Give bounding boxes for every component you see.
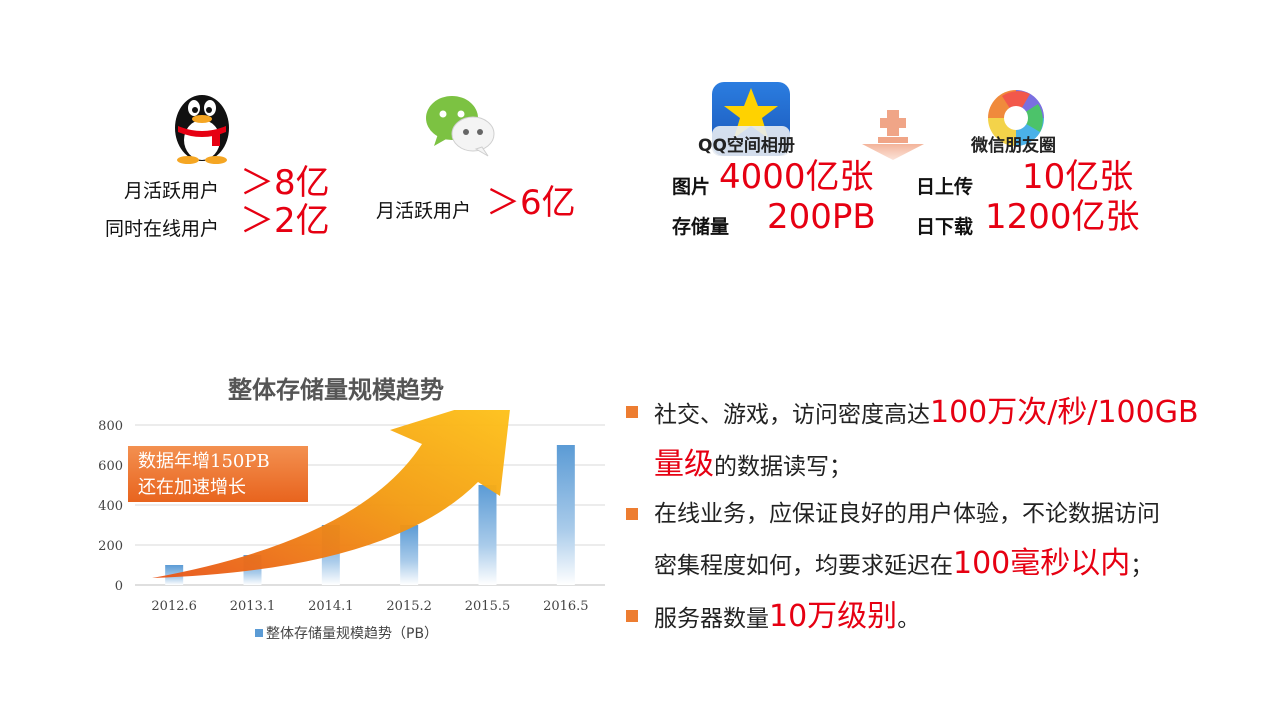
- wechat-icon: [424, 92, 496, 158]
- y-tick-label: 0: [115, 579, 123, 594]
- moments-upload-value: 10亿张: [1022, 157, 1134, 197]
- callout-line-1: 数据年增150PB: [138, 451, 270, 472]
- bullet-3-square: [626, 610, 638, 622]
- qq-mau-label: 月活跃用户: [124, 180, 220, 202]
- bar: [478, 485, 497, 585]
- bullet-2-text-pre: 密集程度如何，均要求延迟在: [654, 553, 953, 579]
- x-tick-label: 2012.6: [151, 599, 197, 614]
- storage-chart: 0 200 400 600 800 2012.6 2013.1 2014.1 2015.2 20…: [98, 410, 605, 642]
- bar: [556, 445, 575, 585]
- x-tick-label: 2015.2: [386, 599, 432, 614]
- bullet-2-text-post: ；: [1130, 553, 1154, 579]
- qq-online: 同时在线用户 ＞2亿: [100, 204, 330, 240]
- qzone-photos-value: 4000亿张: [719, 157, 874, 197]
- qq-online-value: ＞2亿: [240, 201, 330, 241]
- growth-arrow-icon: [152, 410, 510, 578]
- bullet-1-highlight: 100万次/秒/100GB: [930, 395, 1199, 430]
- wechat-mau: 月活跃用户 ＞6亿: [370, 186, 590, 222]
- x-tick-label: 2015.5: [465, 599, 511, 614]
- moments-title: 微信朋友圈: [971, 136, 1056, 156]
- y-tick-label: 400: [98, 499, 123, 514]
- moments-download-label: 日下载: [916, 216, 974, 238]
- qzone-storage-label: 存储量: [672, 216, 730, 238]
- qzone-album-title: QQ空间相册: [698, 136, 795, 156]
- qq-online-label: 同时在线用户: [105, 218, 220, 240]
- x-tick-label: 2014.1: [308, 599, 354, 614]
- bullet-1-highlight-2: 量级: [654, 447, 714, 482]
- bullet-3-text-pre: 服务器数量: [654, 606, 769, 632]
- moments-icon: [980, 82, 1052, 154]
- qq-mau-value: ＞8亿: [240, 163, 330, 203]
- x-tick-label: 2013.1: [230, 599, 276, 614]
- legend-label: 整体存储量规模趋势（PB）: [266, 626, 438, 642]
- bullet-1-text-pre: 社交、游戏，访问密度高达: [654, 402, 930, 428]
- bullet-2-line-1: 在线业务，应保证良好的用户体验，不论数据访问: [654, 501, 1160, 527]
- callout-line-2: 还在加速增长: [138, 477, 246, 498]
- bullet-1: 社交、游戏，访问密度高达100万次/秒/100GB 量级的数据读写；: [626, 388, 1246, 492]
- growth-callout: 数据年增150PB 还在加速增长: [128, 446, 308, 502]
- bullet-2-square: [626, 508, 638, 520]
- bullet-3: 服务器数量10万级别。: [626, 592, 1246, 644]
- y-tick-label: 600: [98, 459, 123, 474]
- bullet-1-text-post: 的数据读写；: [714, 454, 852, 480]
- bullet-2: 在线业务，应保证良好的用户体验，不论数据访问 密集程度如何，均要求延迟在100毫…: [626, 490, 1246, 591]
- qzone-storage-value: 200PB: [767, 197, 876, 237]
- bullet-1-square: [626, 406, 638, 418]
- bullet-3-text-post: 。: [897, 606, 921, 632]
- legend-swatch: [255, 629, 263, 637]
- wechat-mau-label: 月活跃用户: [376, 200, 472, 222]
- moments-download-value: 1200亿张: [985, 197, 1140, 237]
- moments-upload-label: 日上传: [916, 176, 974, 198]
- y-tick-label: 800: [98, 419, 123, 434]
- plus-arrow-icon: [856, 110, 930, 162]
- qq-mau: 月活跃用户 ＞8亿: [100, 166, 330, 202]
- qzone-album-icon: [712, 82, 790, 156]
- x-tick-label: 2016.5: [543, 599, 589, 614]
- qq-penguin-icon: [168, 84, 236, 164]
- y-tick-label: 200: [98, 539, 123, 554]
- chart-title: 整体存储量规模趋势: [228, 376, 444, 404]
- qzone-photos-label: 图片: [672, 176, 711, 198]
- bullet-3-highlight: 10万级别: [769, 599, 898, 634]
- bar: [400, 525, 419, 585]
- wechat-mau-value: ＞6亿: [486, 183, 576, 223]
- bullet-2-highlight: 100毫秒以内: [953, 546, 1131, 581]
